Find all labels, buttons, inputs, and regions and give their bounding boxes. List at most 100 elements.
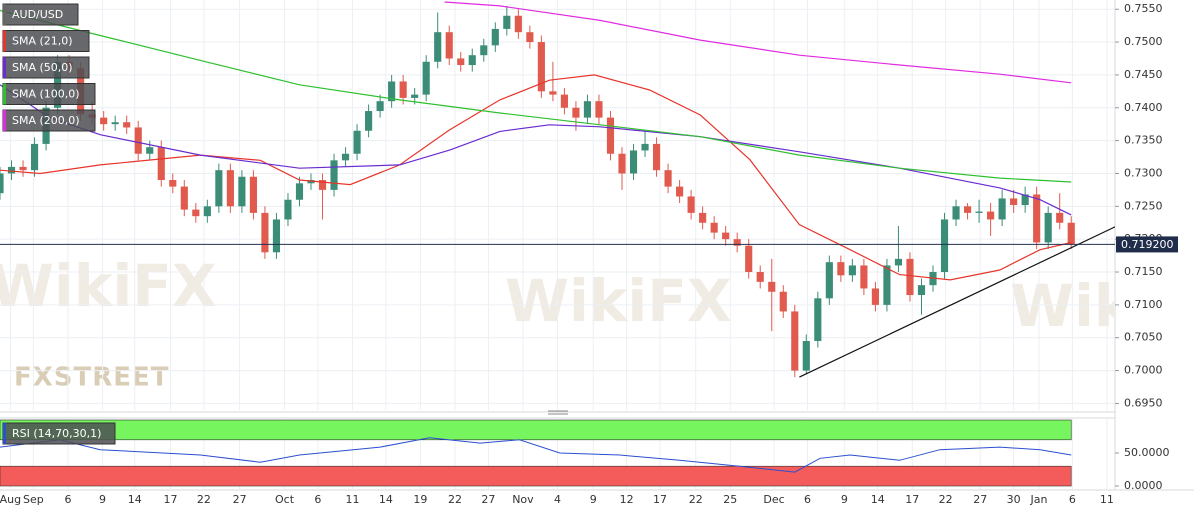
legend-swatch <box>3 110 6 131</box>
candle-body <box>249 176 257 213</box>
x-tick-label: 17 <box>163 493 177 506</box>
candle-body <box>272 219 281 253</box>
candle-body <box>434 32 442 62</box>
candle-body <box>975 211 983 213</box>
watermark: WikiFX <box>505 267 732 335</box>
candle-body <box>641 143 649 151</box>
candle-body <box>388 81 396 102</box>
x-tick-label: 17 <box>905 493 919 506</box>
logo: FXSTREET <box>14 363 170 393</box>
candle-body <box>618 153 626 174</box>
x-tick-label: 17 <box>653 493 667 506</box>
candle-body <box>572 107 580 118</box>
legend-swatch <box>3 30 6 52</box>
candle-body <box>457 58 465 66</box>
y-tick-label: 0.6950 <box>1124 396 1163 409</box>
x-tick-label: 6 <box>804 493 811 506</box>
candle-body <box>745 245 753 273</box>
y-tick-label: 0.7450 <box>1124 68 1163 81</box>
candle-body <box>169 180 177 187</box>
y-tick-label: 0.7250 <box>1124 199 1163 212</box>
x-tick-label: 6 <box>64 493 71 506</box>
x-tick-label: Jan <box>1029 493 1047 506</box>
candle-body <box>514 15 522 33</box>
candle-body <box>802 341 810 371</box>
candle-body <box>468 55 476 66</box>
candle-body <box>134 127 142 154</box>
legend-label: SMA (200,0) <box>12 114 80 127</box>
sma-line <box>444 1 1072 84</box>
x-tick-label: 11 <box>345 493 359 506</box>
candle-body <box>422 61 430 95</box>
candle-body <box>238 176 246 207</box>
x-tick-label: Nov <box>512 493 534 506</box>
candle-body <box>111 122 119 125</box>
last-price-label: 0.719200 <box>1121 238 1174 251</box>
candle-body <box>814 298 822 342</box>
y-tick-label: 0.7050 <box>1124 331 1163 344</box>
legend-swatch <box>3 57 6 78</box>
legend-swatch <box>3 423 6 444</box>
candle-body <box>837 262 845 276</box>
candle-body <box>30 143 39 171</box>
y-tick-label: 0.7550 <box>1124 2 1163 15</box>
candle-body <box>1033 194 1041 243</box>
overlay: Aug Sep 6 9 14 17 22 27 Oct 6 11 14 19 22 27 Nov 4 9 12 17 2… <box>0 2 1178 506</box>
candle-body <box>330 160 338 190</box>
candle-body <box>1067 222 1075 245</box>
candle-body <box>768 281 776 292</box>
candle-body <box>710 222 718 233</box>
legend-entry[interactable]: SMA (21,0) <box>2 30 90 52</box>
candle-body <box>19 166 27 171</box>
candle-body <box>284 199 292 220</box>
legend-label: SMA (21,0) <box>12 35 73 48</box>
candle-body <box>480 45 488 56</box>
x-tick-label: 6 <box>314 493 321 506</box>
legend-entry[interactable]: AUD/USD <box>2 3 79 26</box>
x-tick-label: 22 <box>939 493 953 506</box>
x-tick-label: 14 <box>128 493 142 506</box>
candle-body <box>341 153 350 161</box>
candle-body <box>226 170 234 207</box>
candle-body <box>503 15 511 29</box>
candle-body <box>295 183 304 200</box>
legend-entry[interactable]: SMA (100,0) <box>2 83 96 105</box>
last-price-box <box>1116 236 1178 253</box>
candle-body <box>123 122 131 128</box>
candle-body <box>1044 212 1052 243</box>
rsi-line <box>0 437 1072 473</box>
candle-body <box>549 91 557 95</box>
legend-entry[interactable]: SMA (50,0) <box>2 56 90 79</box>
y-tick-label: 0.7000 <box>1124 364 1163 377</box>
separator-handle[interactable] <box>548 410 568 415</box>
y-tick-label: 0.0000 <box>1124 479 1163 492</box>
candle-body <box>445 32 453 59</box>
candle-body <box>963 206 972 213</box>
candle-body <box>215 170 223 207</box>
legend-swatch <box>3 83 6 105</box>
candle-body <box>0 173 4 194</box>
x-tick-label: 4 <box>554 493 561 506</box>
rsi-legend[interactable]: RSI (14,70,30,1) <box>2 422 116 445</box>
x-tick-label: 9 <box>590 493 597 506</box>
candle-body <box>606 117 615 154</box>
y-tick-label: 0.7100 <box>1124 298 1163 311</box>
x-tick-label: Aug <box>0 493 21 506</box>
candle-body <box>411 94 419 98</box>
legend-entry[interactable]: SMA (200,0) <box>2 109 96 132</box>
candle-body <box>1056 212 1064 223</box>
candle-body <box>1021 194 1029 205</box>
y-tick-label: 0.7400 <box>1124 101 1163 114</box>
candle-body <box>192 209 200 217</box>
x-tick-label: 14 <box>379 493 393 506</box>
sma-line <box>0 84 1072 216</box>
x-tick-label: 27 <box>233 493 247 506</box>
y-tick-label: 0.7500 <box>1124 35 1163 48</box>
candle-body <box>699 212 707 223</box>
candle-body <box>987 211 995 220</box>
x-tick-label: Sep <box>23 493 44 506</box>
x-tick-label: Dec <box>763 493 784 506</box>
candle-body <box>1010 198 1018 205</box>
x-tick-label: 11 <box>1100 493 1114 506</box>
